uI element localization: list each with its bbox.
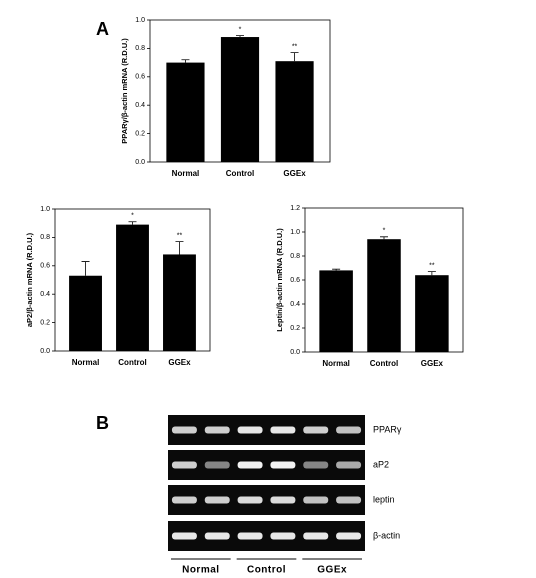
x-tick-label: GGEx <box>283 169 306 178</box>
gel-band <box>336 532 362 540</box>
annotation: * <box>131 213 134 220</box>
gel-band <box>270 532 296 540</box>
y-tick-label: 0.2 <box>40 319 50 326</box>
y-tick-label: 0.0 <box>290 349 300 356</box>
group-label: Control <box>247 565 286 576</box>
gel-band <box>204 426 230 434</box>
x-tick-label: GGEx <box>421 359 444 368</box>
error-bar <box>181 59 190 63</box>
gel-band <box>237 426 263 434</box>
error-bar <box>332 268 341 271</box>
error-bar <box>175 241 184 255</box>
error-bar <box>236 35 244 38</box>
annotation: ** <box>292 44 298 51</box>
gel-row-label: aP2 <box>373 459 389 469</box>
y-tick-label: 0.4 <box>290 301 300 308</box>
y-tick-label: 0.0 <box>135 159 145 166</box>
bar <box>166 62 205 162</box>
y-tick-label: 0.4 <box>40 291 50 298</box>
gel-band <box>336 426 362 434</box>
annotation: ** <box>429 262 435 269</box>
x-tick-label: Control <box>370 359 398 368</box>
y-axis-label: PPARγ/β-actin mRNA (R.D.U.) <box>120 38 129 144</box>
bar <box>319 270 353 352</box>
gel-row-label: leptin <box>373 494 395 504</box>
annotation: * <box>239 26 242 33</box>
y-tick-label: 0.4 <box>135 102 145 109</box>
gel-band <box>171 496 197 504</box>
gel-band <box>237 496 263 504</box>
y-tick-label: 1.0 <box>40 206 50 213</box>
gel-row-label: β-actin <box>373 530 400 540</box>
panel-label: B <box>96 413 109 433</box>
gel-row <box>168 450 365 480</box>
y-tick-label: 0.6 <box>290 277 300 284</box>
y-tick-label: 0.6 <box>40 263 50 270</box>
y-tick-label: 0.8 <box>290 253 300 260</box>
y-tick-label: 1.0 <box>135 17 145 24</box>
bar <box>69 275 102 351</box>
bar <box>367 239 401 352</box>
gel-band <box>303 426 329 434</box>
gel-band <box>270 461 296 469</box>
gel-band <box>270 496 296 504</box>
gel-row-label: PPARγ <box>373 424 402 434</box>
gel-band <box>336 496 362 504</box>
y-tick-label: 0.6 <box>135 74 145 81</box>
gel-band <box>270 426 296 434</box>
group-label: Normal <box>182 565 219 576</box>
gel-band <box>336 461 362 469</box>
gel-band <box>303 496 329 504</box>
x-tick-label: Normal <box>72 358 100 367</box>
x-tick-label: Normal <box>172 169 200 178</box>
x-tick-label: Control <box>118 358 146 367</box>
error-bar <box>380 236 388 240</box>
error-bar <box>81 261 90 276</box>
gel-row <box>168 521 365 551</box>
y-tick-label: 1.0 <box>290 229 300 236</box>
y-axis-label: aP2/β-actin mRNA (R.D.U.) <box>25 232 34 327</box>
gel-band <box>171 532 197 540</box>
y-tick-label: 1.2 <box>290 205 300 212</box>
y-axis-label: Leptin/β-actin mRNA (R.D.U.) <box>275 228 284 332</box>
error-bar <box>128 221 137 225</box>
gel-band <box>237 532 263 540</box>
error-bar <box>290 52 299 62</box>
gel-row <box>168 485 365 515</box>
gel-band <box>204 496 230 504</box>
annotation: ** <box>177 233 183 240</box>
error-bar <box>427 271 436 276</box>
y-tick-label: 0.8 <box>40 234 50 241</box>
gel-row <box>168 415 365 445</box>
gel-band <box>171 426 197 434</box>
gel-band <box>303 532 329 540</box>
x-tick-label: GGEx <box>168 358 191 367</box>
bar <box>220 37 260 162</box>
panel-label: A <box>96 19 109 39</box>
group-label: GGEx <box>317 565 347 576</box>
bar <box>415 275 449 352</box>
annotation: * <box>383 228 386 235</box>
y-tick-label: 0.2 <box>290 325 300 332</box>
gel-band <box>204 532 230 540</box>
gel-band <box>171 461 197 469</box>
bar <box>275 61 314 162</box>
x-tick-label: Control <box>226 169 254 178</box>
bar <box>116 224 149 351</box>
bar <box>163 254 196 351</box>
x-tick-label: Normal <box>322 359 350 368</box>
y-tick-label: 0.8 <box>135 45 145 52</box>
gel-band <box>204 461 230 469</box>
y-tick-label: 0.2 <box>135 130 145 137</box>
gel-band <box>303 461 329 469</box>
y-tick-label: 0.0 <box>40 348 50 355</box>
gel-band <box>237 461 263 469</box>
